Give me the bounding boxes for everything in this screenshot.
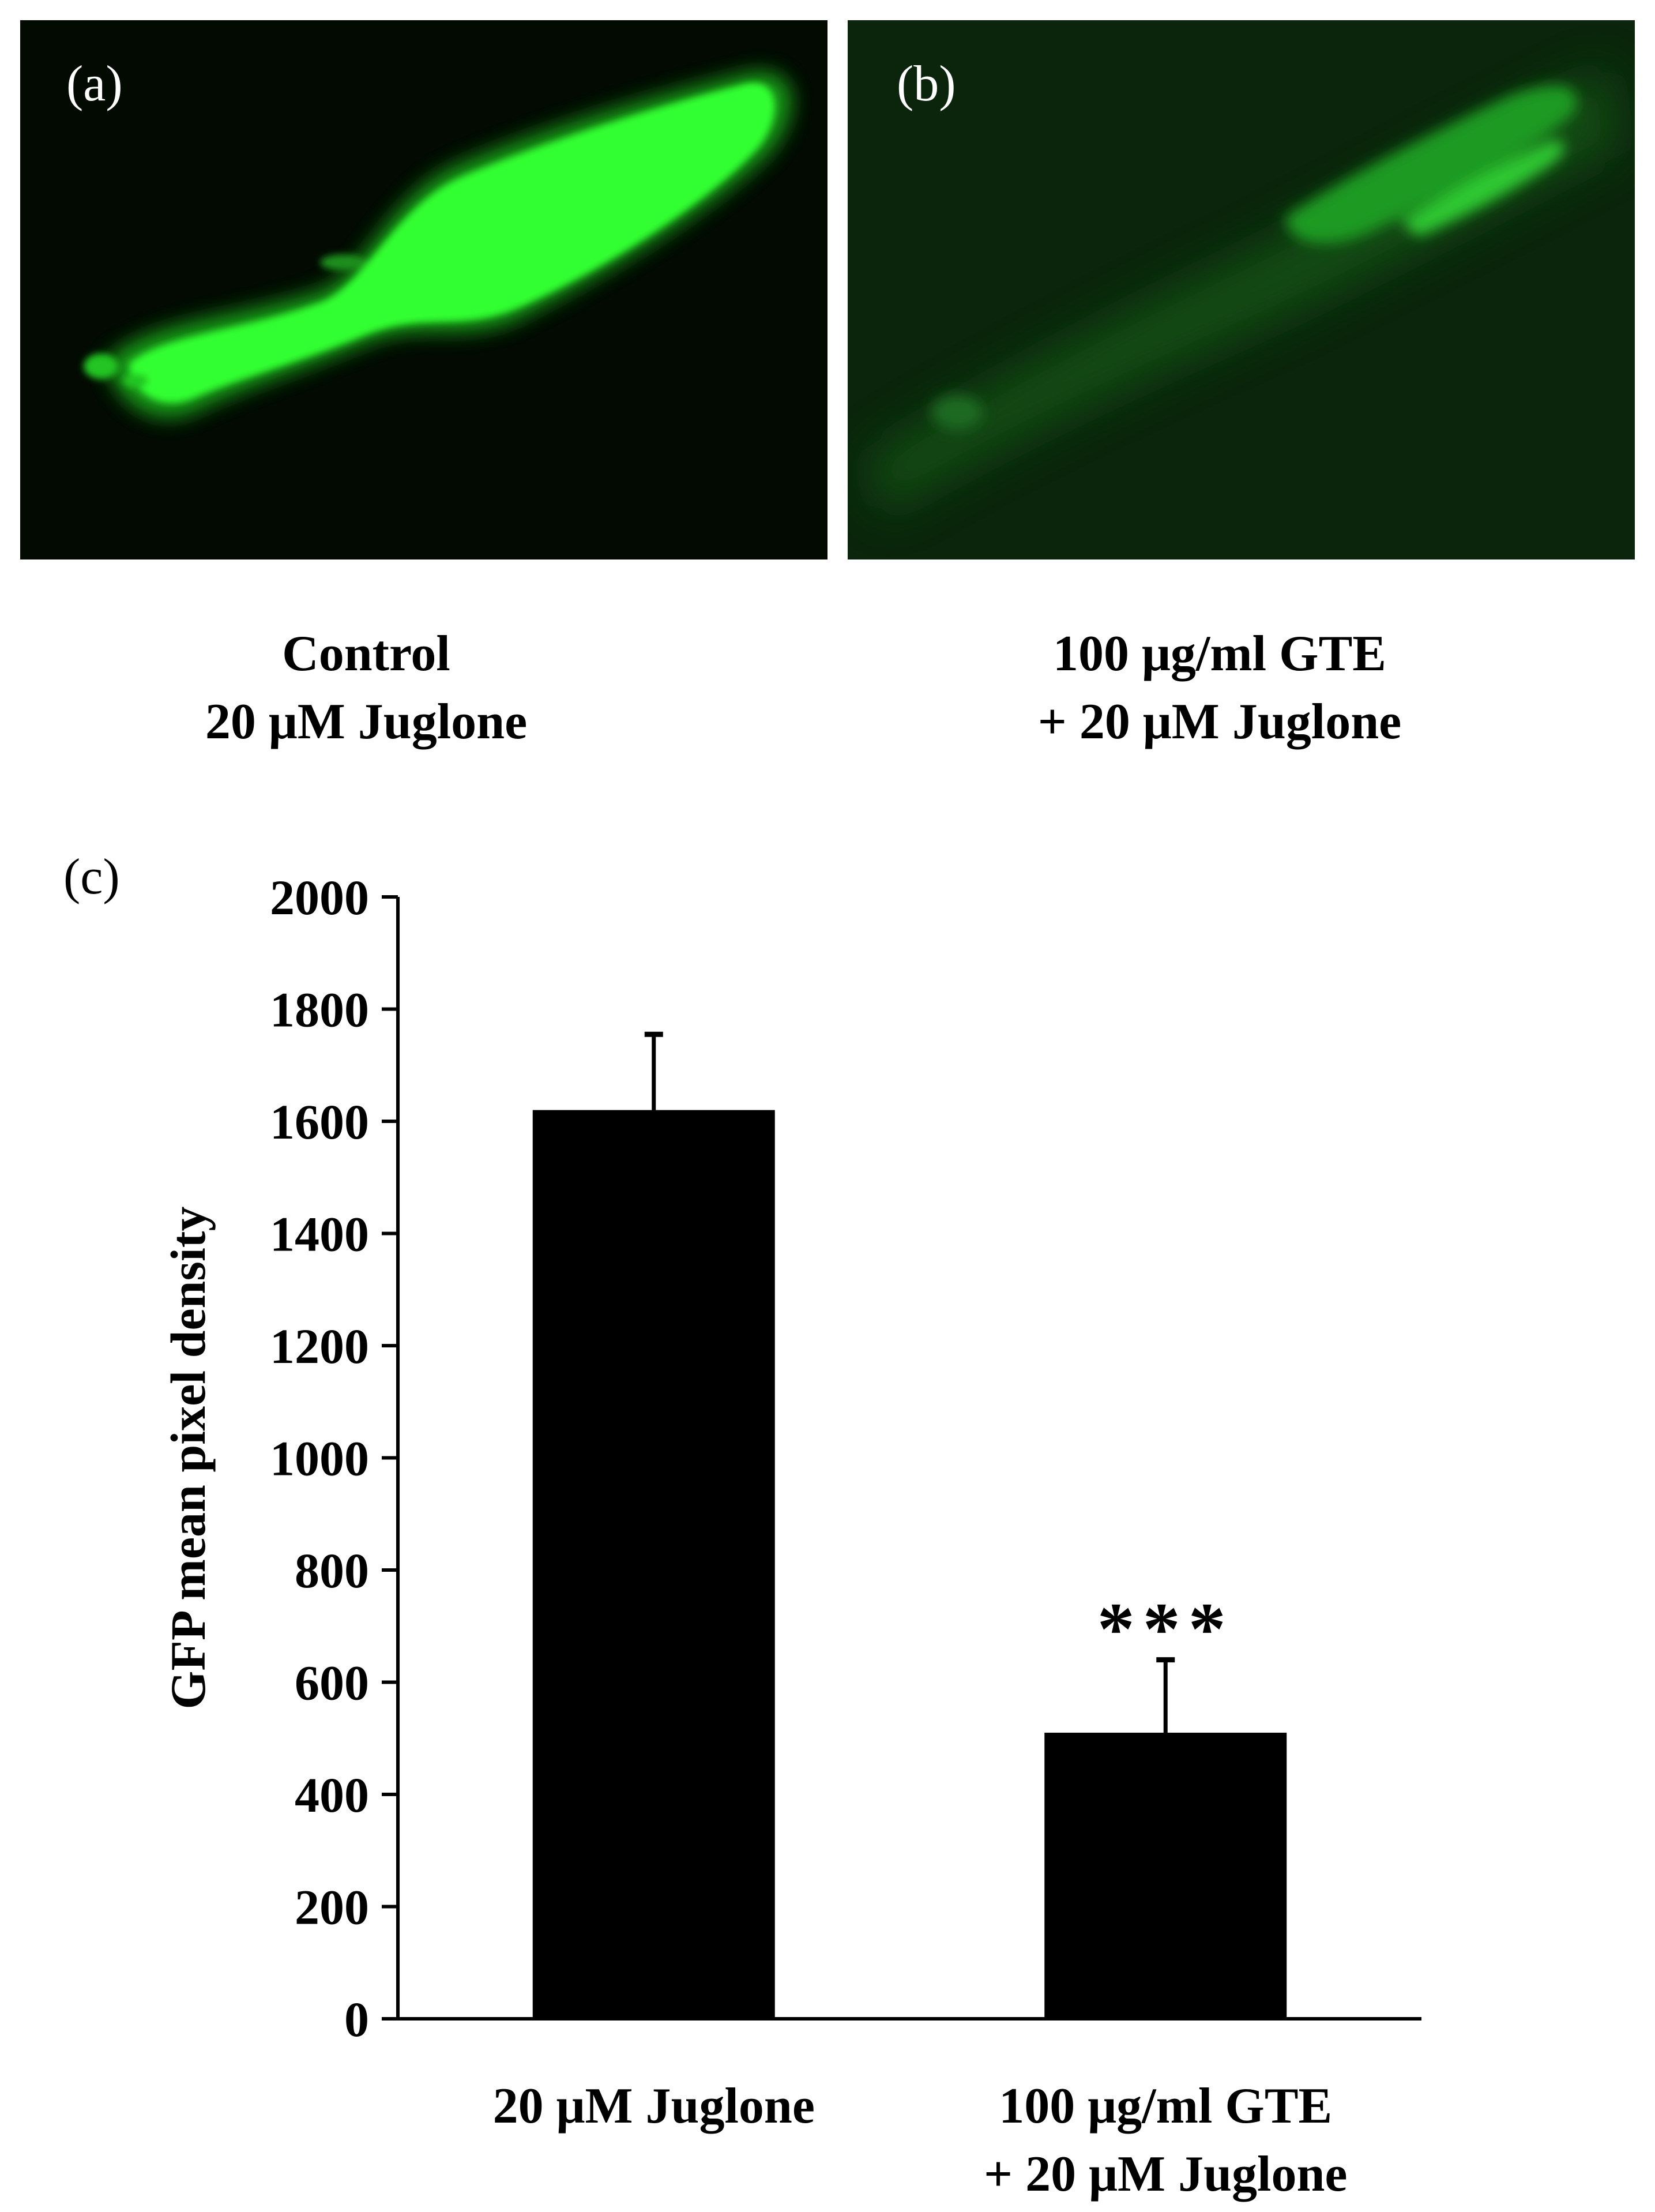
x-category-label: + 20 μM Juglone xyxy=(984,2146,1347,2202)
y-tick-label: 1600 xyxy=(270,1094,369,1150)
micrograph-control xyxy=(20,20,828,559)
panel-c-label: (c) xyxy=(63,849,120,905)
gfp-worm-image-gte xyxy=(848,20,1635,559)
bar xyxy=(532,1110,775,2019)
panel-b-label: (b) xyxy=(897,56,956,112)
caption-line: 100 μg/ml GTE xyxy=(1053,626,1386,682)
caption-control: Control 20 μM Juglone xyxy=(136,620,597,756)
y-tick-label: 2000 xyxy=(270,870,369,925)
y-tick-label: 200 xyxy=(295,1880,369,1935)
significance-marker: *** xyxy=(1097,1588,1234,1671)
y-tick-label: 600 xyxy=(295,1655,369,1711)
caption-gte: 100 μg/ml GTE + 20 μM Juglone xyxy=(975,620,1465,756)
y-tick-label: 1200 xyxy=(270,1319,369,1374)
y-tick-label: 1400 xyxy=(270,1207,369,1262)
caption-line: 20 μM Juglone xyxy=(205,694,528,750)
y-tick-label: 1000 xyxy=(270,1431,369,1486)
bar xyxy=(1044,1733,1287,2019)
panel-a-label: (a) xyxy=(66,56,123,112)
caption-line: Control xyxy=(282,626,450,682)
y-tick-label: 800 xyxy=(295,1543,369,1598)
y-axis-label: GFP mean pixel density xyxy=(160,1207,216,1710)
y-tick-label: 0 xyxy=(344,1992,369,2047)
gfp-worm-image-control xyxy=(20,20,828,559)
y-tick-label: 1800 xyxy=(270,982,369,1038)
x-category-label: 100 μg/ml GTE xyxy=(999,2078,1332,2134)
y-tick-label: 400 xyxy=(295,1767,369,1823)
caption-line: + 20 μM Juglone xyxy=(1037,694,1402,750)
micrograph-gte xyxy=(848,20,1635,559)
x-category-label: 20 μM Juglone xyxy=(493,2078,815,2134)
